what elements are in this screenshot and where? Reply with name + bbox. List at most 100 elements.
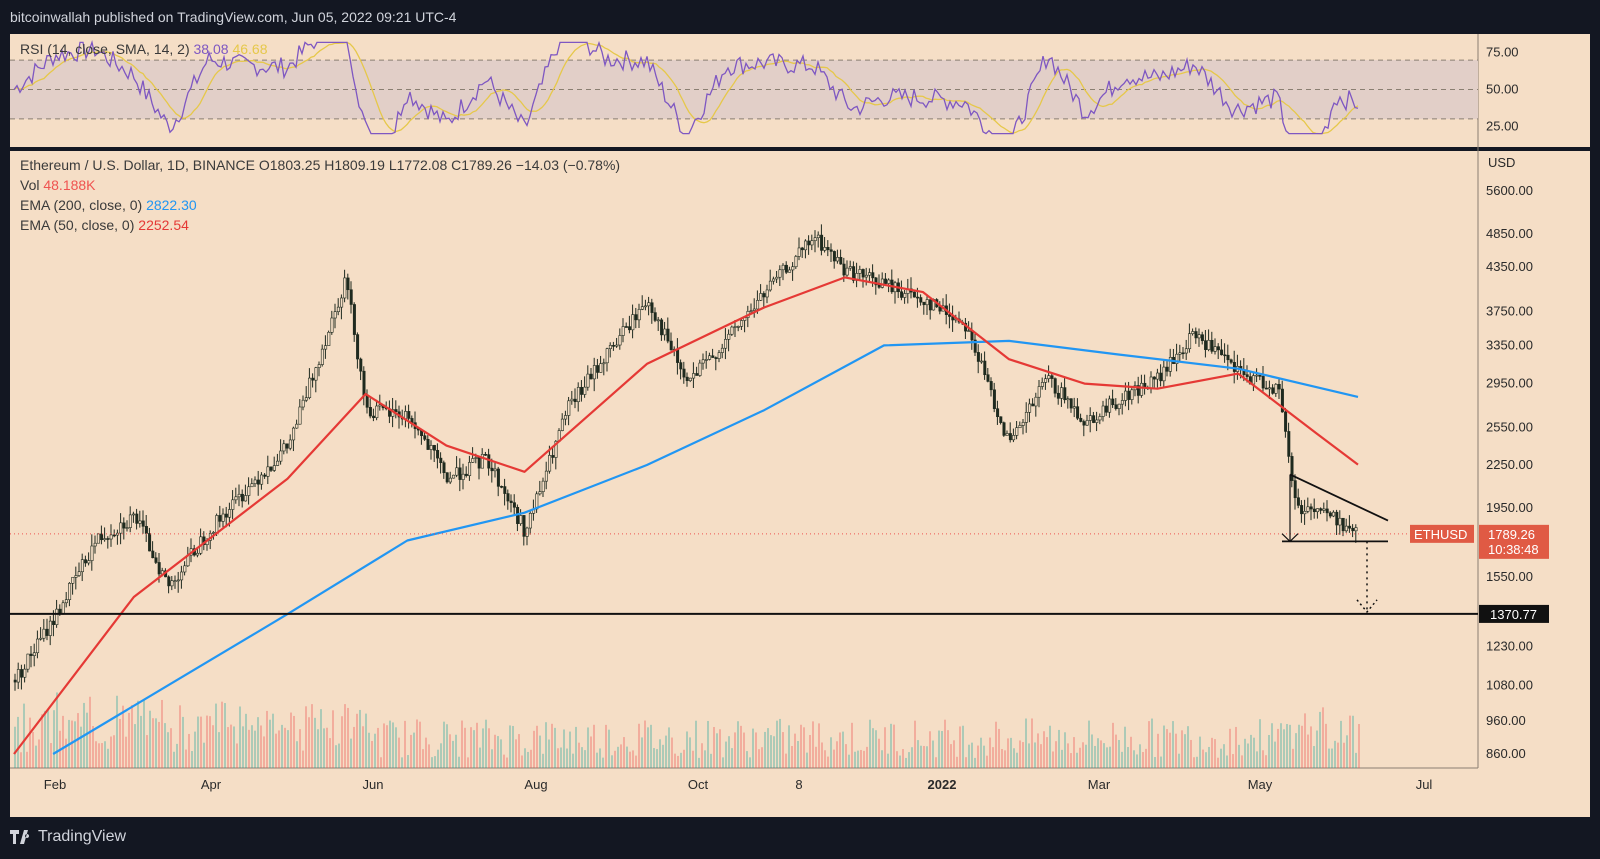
chart-area[interactable]: 75.00 50.00 25.00 RSI (14, close, SMA, 14, … [10, 34, 1590, 817]
volume-bar [509, 725, 511, 768]
volume-bar [755, 732, 757, 768]
candle-body [717, 352, 721, 359]
countdown-label: 10:38:48 [1488, 542, 1539, 557]
volume-bar [908, 752, 910, 768]
candle-body [1082, 421, 1086, 426]
volume-bar [554, 727, 556, 768]
candle-body [708, 355, 712, 360]
volume-bar [695, 720, 697, 768]
volume-bar [317, 729, 319, 768]
volume-bar [1328, 748, 1330, 768]
volume-bar [665, 735, 667, 768]
volume-bar [437, 749, 439, 768]
volume-bar [1247, 743, 1249, 768]
candle-body [461, 473, 465, 480]
volume-bar [632, 750, 634, 768]
candle-body [1124, 390, 1128, 401]
volume-bar [65, 738, 67, 768]
volume-bar [293, 715, 295, 768]
candle-body [106, 538, 110, 540]
volume-bar [989, 737, 991, 768]
candle-body [1098, 416, 1102, 421]
volume-bar [923, 745, 925, 768]
candle-body [762, 293, 766, 298]
candle-body [1088, 415, 1092, 421]
candle-body [1274, 383, 1278, 394]
volume-bar [29, 717, 31, 768]
candle-body [1194, 331, 1198, 339]
volume-bar [1355, 752, 1357, 768]
volume-bar [758, 749, 760, 768]
volume-bar [227, 727, 229, 768]
volume-bar [968, 744, 970, 768]
volume-bar [575, 726, 577, 768]
candle-body [692, 373, 696, 379]
volume-bar [641, 737, 643, 768]
volume-bar [638, 723, 640, 768]
candle-body [221, 513, 225, 522]
candle-body [986, 374, 990, 382]
volume-bar [14, 726, 16, 768]
candle-body [52, 620, 56, 625]
candle-body [983, 360, 987, 376]
chart-canvas[interactable]: 75.00 50.00 25.00 RSI (14, close, SMA, 14, … [10, 34, 1590, 817]
price-tick-label: 1550.00 [1486, 569, 1533, 584]
volume-bar [668, 727, 670, 768]
candle-body [826, 247, 830, 251]
candle-body [109, 534, 113, 540]
volume-bar [1001, 748, 1003, 768]
volume-bar [1244, 738, 1246, 768]
volume-bar [464, 727, 466, 768]
tradingview-logo[interactable]: TradingView [10, 828, 126, 846]
candle-body [1178, 352, 1182, 355]
volume-bar [1316, 730, 1318, 768]
volume-bar [470, 727, 472, 768]
volume-bar [1145, 748, 1147, 768]
volume-bar [1052, 751, 1054, 768]
volume-bar [557, 748, 559, 768]
volume-bar [1349, 715, 1351, 768]
candle-body [455, 467, 459, 476]
candle-body [727, 333, 731, 340]
candle-body [1021, 422, 1025, 426]
candle-body [1108, 398, 1112, 413]
candle-body [308, 377, 312, 398]
time-tick-label: May [1248, 777, 1273, 792]
candle-body [679, 362, 683, 370]
volume-bar [974, 757, 976, 768]
volume-bar [935, 757, 937, 768]
candle-body [423, 435, 427, 440]
volume-bar [23, 703, 25, 768]
candle-body [839, 257, 843, 265]
volume-bar [167, 732, 169, 768]
volume-bar [821, 742, 823, 768]
candle-body [436, 449, 440, 459]
volume-bar [278, 730, 280, 768]
volume-bar [62, 715, 64, 768]
volume-bar [860, 749, 862, 768]
candle-body [810, 240, 814, 246]
candle-body [1261, 376, 1265, 389]
candle-body [967, 330, 971, 332]
volume-bar [119, 718, 121, 768]
candle-body [154, 557, 158, 563]
candle-body [688, 377, 692, 382]
candle-body [279, 450, 283, 462]
volume-bar [206, 715, 208, 768]
volume-bar [986, 755, 988, 768]
candle-body [1351, 527, 1355, 532]
candle-body [816, 234, 820, 239]
candle-body [836, 257, 840, 262]
volume-bar [1181, 730, 1183, 768]
volume-bar [1061, 749, 1063, 768]
candle-body [452, 474, 456, 479]
volume-bar [1127, 747, 1129, 768]
volume-bar [902, 749, 904, 768]
candle-body [100, 533, 104, 541]
volume-bar [419, 721, 421, 768]
time-tick-label: Aug [524, 777, 547, 792]
candle-body [1140, 382, 1144, 396]
volume-bar [254, 730, 256, 768]
volume-bar [686, 731, 688, 768]
volume-bar [713, 727, 715, 768]
